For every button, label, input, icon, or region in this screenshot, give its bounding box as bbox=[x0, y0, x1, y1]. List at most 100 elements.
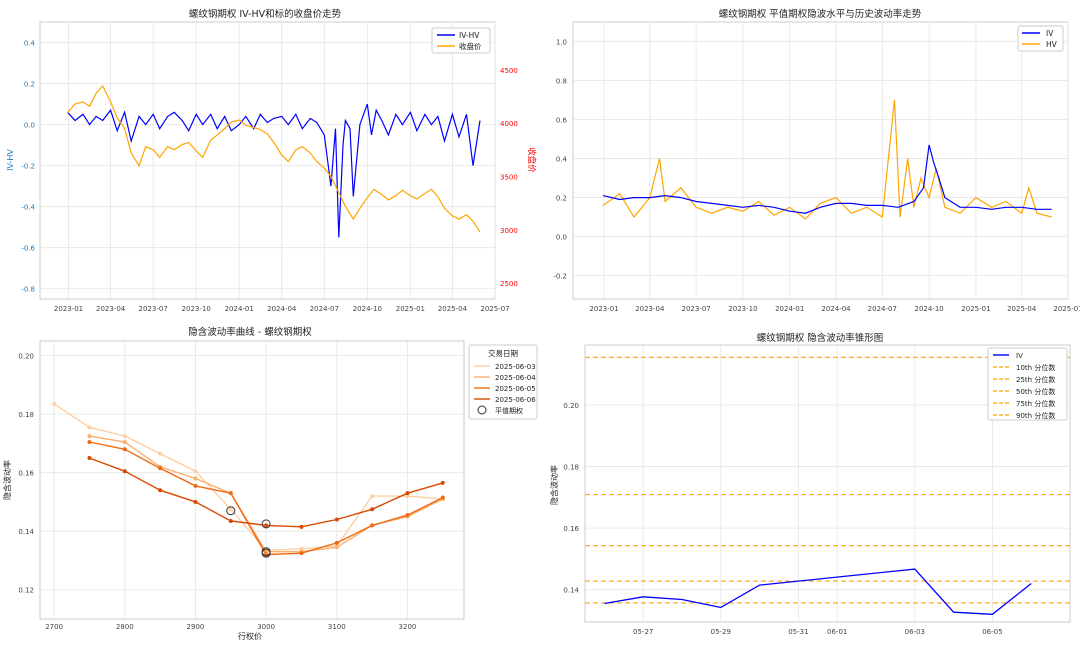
y-axis-label: 隐含波动率 bbox=[2, 460, 12, 500]
y-tick-label: 0.0 bbox=[24, 122, 35, 130]
data-point bbox=[370, 523, 375, 528]
x-tick-label: 2024-10 bbox=[353, 305, 382, 313]
data-point bbox=[228, 518, 233, 523]
y-tick-label: 0.12 bbox=[18, 587, 34, 595]
legend-label: 25th 分位数 bbox=[1016, 375, 1055, 384]
x-tick-label: 2700 bbox=[45, 623, 63, 631]
data-point bbox=[87, 439, 92, 444]
x-tick-label: 06-05 bbox=[982, 628, 1002, 636]
data-point bbox=[334, 517, 339, 522]
plot-area bbox=[39, 340, 465, 620]
y2-axis-label: 收盘价 bbox=[526, 147, 537, 173]
x-tick-label: 05-29 bbox=[711, 628, 731, 636]
legend-label: 50th 分位数 bbox=[1016, 387, 1055, 396]
data-point bbox=[87, 456, 92, 461]
data-point bbox=[158, 451, 163, 456]
data-point bbox=[193, 469, 198, 474]
data-point bbox=[334, 540, 339, 545]
y-tick-label: 0.0 bbox=[556, 234, 567, 242]
y-tick-label: 0.20 bbox=[563, 402, 579, 410]
chart-title: 螺纹钢期权 IV-HV和标的收盘价走势 bbox=[189, 8, 342, 20]
atm-marker bbox=[261, 519, 271, 529]
y-tick-label: 0.18 bbox=[563, 464, 579, 472]
y2-tick-label: 4500 bbox=[500, 67, 518, 75]
x-tick-label: 2024-01 bbox=[225, 305, 254, 313]
legend-label: 收盘价 bbox=[459, 41, 482, 51]
x-tick-label: 06-03 bbox=[905, 628, 925, 636]
x-tick-label: 2025-01 bbox=[396, 305, 425, 313]
data-point bbox=[370, 507, 375, 512]
y-tick-label: 0.2 bbox=[24, 81, 35, 89]
x-tick-label: 2023-01 bbox=[589, 305, 618, 313]
y-tick-label: -0.2 bbox=[21, 163, 35, 171]
y-tick-label: 0.16 bbox=[18, 470, 34, 478]
x-tick-label: 2025-07 bbox=[1053, 305, 1080, 313]
data-point bbox=[52, 401, 57, 406]
x-tick-label: 2023-01 bbox=[54, 305, 83, 313]
y-tick-label: -0.2 bbox=[553, 273, 567, 281]
y2-tick-label: 3000 bbox=[500, 227, 518, 235]
x-tick-label: 2025-04 bbox=[438, 305, 468, 313]
data-point bbox=[193, 499, 198, 504]
legend-label: 10th 分位数 bbox=[1016, 363, 1055, 372]
x-tick-label: 2023-07 bbox=[139, 305, 168, 313]
iv-hv-close-price-chart: 螺纹钢期权 IV-HV和标的收盘价走势 0.4 0.2 0.0 -0.2 -0.4 -0.… bbox=[6, 8, 537, 313]
legend-label: 90th 分位数 bbox=[1016, 411, 1055, 420]
legend: IV 10th 分位数 25th 分位数 50th 分位数 75th 分位数 9… bbox=[987, 347, 1068, 421]
legend-label: 2025-06-03 bbox=[495, 363, 536, 371]
iv-smile-chart: 隐含波动率曲线 - 螺纹钢期权 0.20 0.18 0.16 0.14 0.12 2700… bbox=[2, 326, 538, 641]
x-tick-label: 2024-07 bbox=[310, 305, 339, 313]
data-point bbox=[440, 480, 445, 485]
legend-label: HV bbox=[1046, 40, 1058, 49]
chart-title: 螺纹钢期权 平值期权隐波水平与历史波动率走势 bbox=[719, 8, 922, 20]
y-tick-label: 0.6 bbox=[556, 117, 568, 125]
data-point bbox=[193, 476, 198, 481]
series-line-iv bbox=[604, 568, 1032, 615]
y-axis-label: 隐含波动率 bbox=[549, 465, 559, 505]
y-tick-label: 0.2 bbox=[556, 195, 567, 203]
y-tick-label: -0.8 bbox=[21, 286, 35, 294]
y-axis-label: IV-HV bbox=[6, 149, 15, 171]
x-tick-label: 2023-04 bbox=[635, 305, 665, 313]
data-point bbox=[334, 545, 339, 550]
legend-label: IV bbox=[1016, 352, 1023, 360]
plot-area bbox=[39, 21, 496, 300]
y2-tick-label: 2500 bbox=[500, 280, 518, 288]
x-axis-label: 行权价 bbox=[238, 631, 262, 641]
data-point bbox=[122, 447, 127, 452]
legend: 交易日期 2025-06-03 2025-06-04 2025-06-05 20… bbox=[468, 344, 538, 420]
legend-label: IV-HV bbox=[459, 31, 480, 40]
x-tick-label: 2024-04 bbox=[267, 305, 297, 313]
atm-marker-icon bbox=[477, 405, 487, 415]
y-tick-label: 0.20 bbox=[18, 353, 34, 361]
data-point bbox=[440, 495, 445, 500]
iv-hv-trend-chart: 螺纹钢期权 平值期权隐波水平与历史波动率走势 1.0 0.8 0.6 0.4 0.2 0.… bbox=[553, 8, 1080, 313]
legend-label: 2025-06-04 bbox=[495, 374, 536, 382]
data-point bbox=[264, 523, 269, 528]
x-tick-label: 2024-10 bbox=[914, 305, 943, 313]
x-tick-label: 2025-07 bbox=[480, 305, 509, 313]
plot-area bbox=[572, 21, 1069, 300]
series-line-2025-06-03 bbox=[53, 403, 443, 551]
data-point bbox=[87, 434, 92, 439]
y-tick-label: 0.8 bbox=[556, 78, 567, 86]
y-tick-label: 0.4 bbox=[556, 156, 568, 164]
chart-title: 隐含波动率曲线 - 螺纹钢期权 bbox=[188, 326, 312, 338]
x-tick-label: 3200 bbox=[399, 623, 417, 631]
x-tick-label: 2024-01 bbox=[775, 305, 804, 313]
legend-title: 交易日期 bbox=[488, 348, 518, 358]
data-point bbox=[370, 494, 375, 499]
x-tick-label: 05-27 bbox=[633, 628, 653, 636]
atm-marker bbox=[226, 506, 236, 516]
y2-tick-label: 4000 bbox=[500, 120, 518, 128]
y-tick-label: -0.6 bbox=[21, 245, 35, 253]
y-tick-label: 0.4 bbox=[24, 40, 36, 48]
x-tick-label: 2023-10 bbox=[182, 305, 211, 313]
x-tick-label: 2023-04 bbox=[96, 305, 126, 313]
data-point bbox=[405, 513, 410, 518]
series-line-iv-hv bbox=[67, 103, 481, 238]
data-point bbox=[122, 469, 127, 474]
legend-label: 2025-06-06 bbox=[495, 396, 536, 404]
data-point bbox=[228, 491, 233, 496]
